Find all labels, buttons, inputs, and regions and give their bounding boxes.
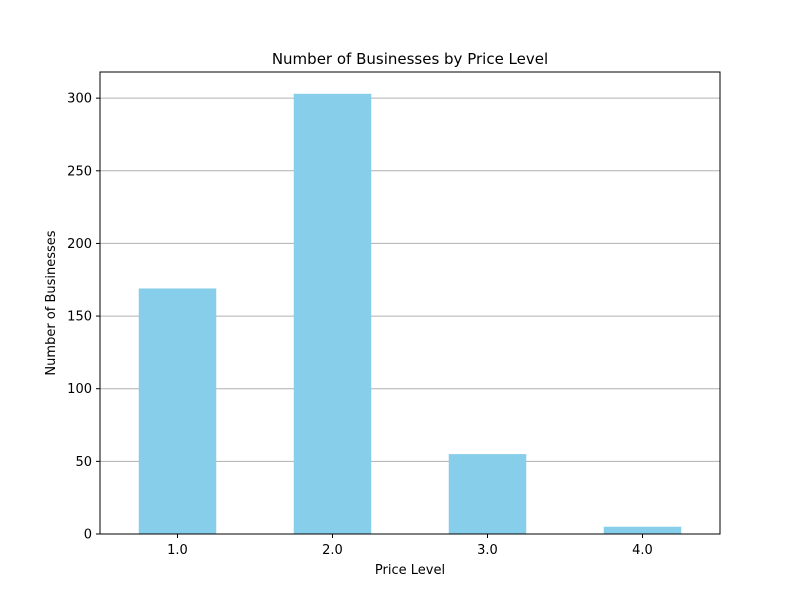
x-tick-label: 4.0: [632, 543, 653, 558]
x-tick-label: 1.0: [167, 543, 188, 558]
x-axis-label: Price Level: [375, 563, 445, 578]
y-tick-label: 300: [67, 92, 92, 107]
bar-1.0: [138, 288, 217, 534]
bar-2.0: [293, 93, 372, 534]
y-axis-label: Number of Businesses: [44, 230, 59, 375]
x-tick-label: 3.0: [477, 543, 498, 558]
chart-title: Number of Businesses by Price Level: [272, 50, 548, 68]
y-axis-ticks: 0 50 100 150 200 250 300: [67, 92, 100, 543]
x-axis-ticks: 1.0 2.0 3.0 4.0: [167, 534, 653, 558]
y-tick-label: 150: [67, 310, 92, 325]
plot-frame: [99, 71, 721, 535]
bar-4.0: [603, 526, 682, 534]
y-tick-label: 50: [75, 455, 92, 470]
y-tick-label: 200: [67, 237, 92, 252]
x-tick-label: 2.0: [322, 543, 343, 558]
bar-3.0: [448, 454, 527, 534]
y-tick-label: 100: [67, 382, 92, 397]
y-tick-label: 250: [67, 164, 92, 179]
bars: [138, 93, 682, 534]
y-tick-label: 0: [84, 528, 92, 543]
